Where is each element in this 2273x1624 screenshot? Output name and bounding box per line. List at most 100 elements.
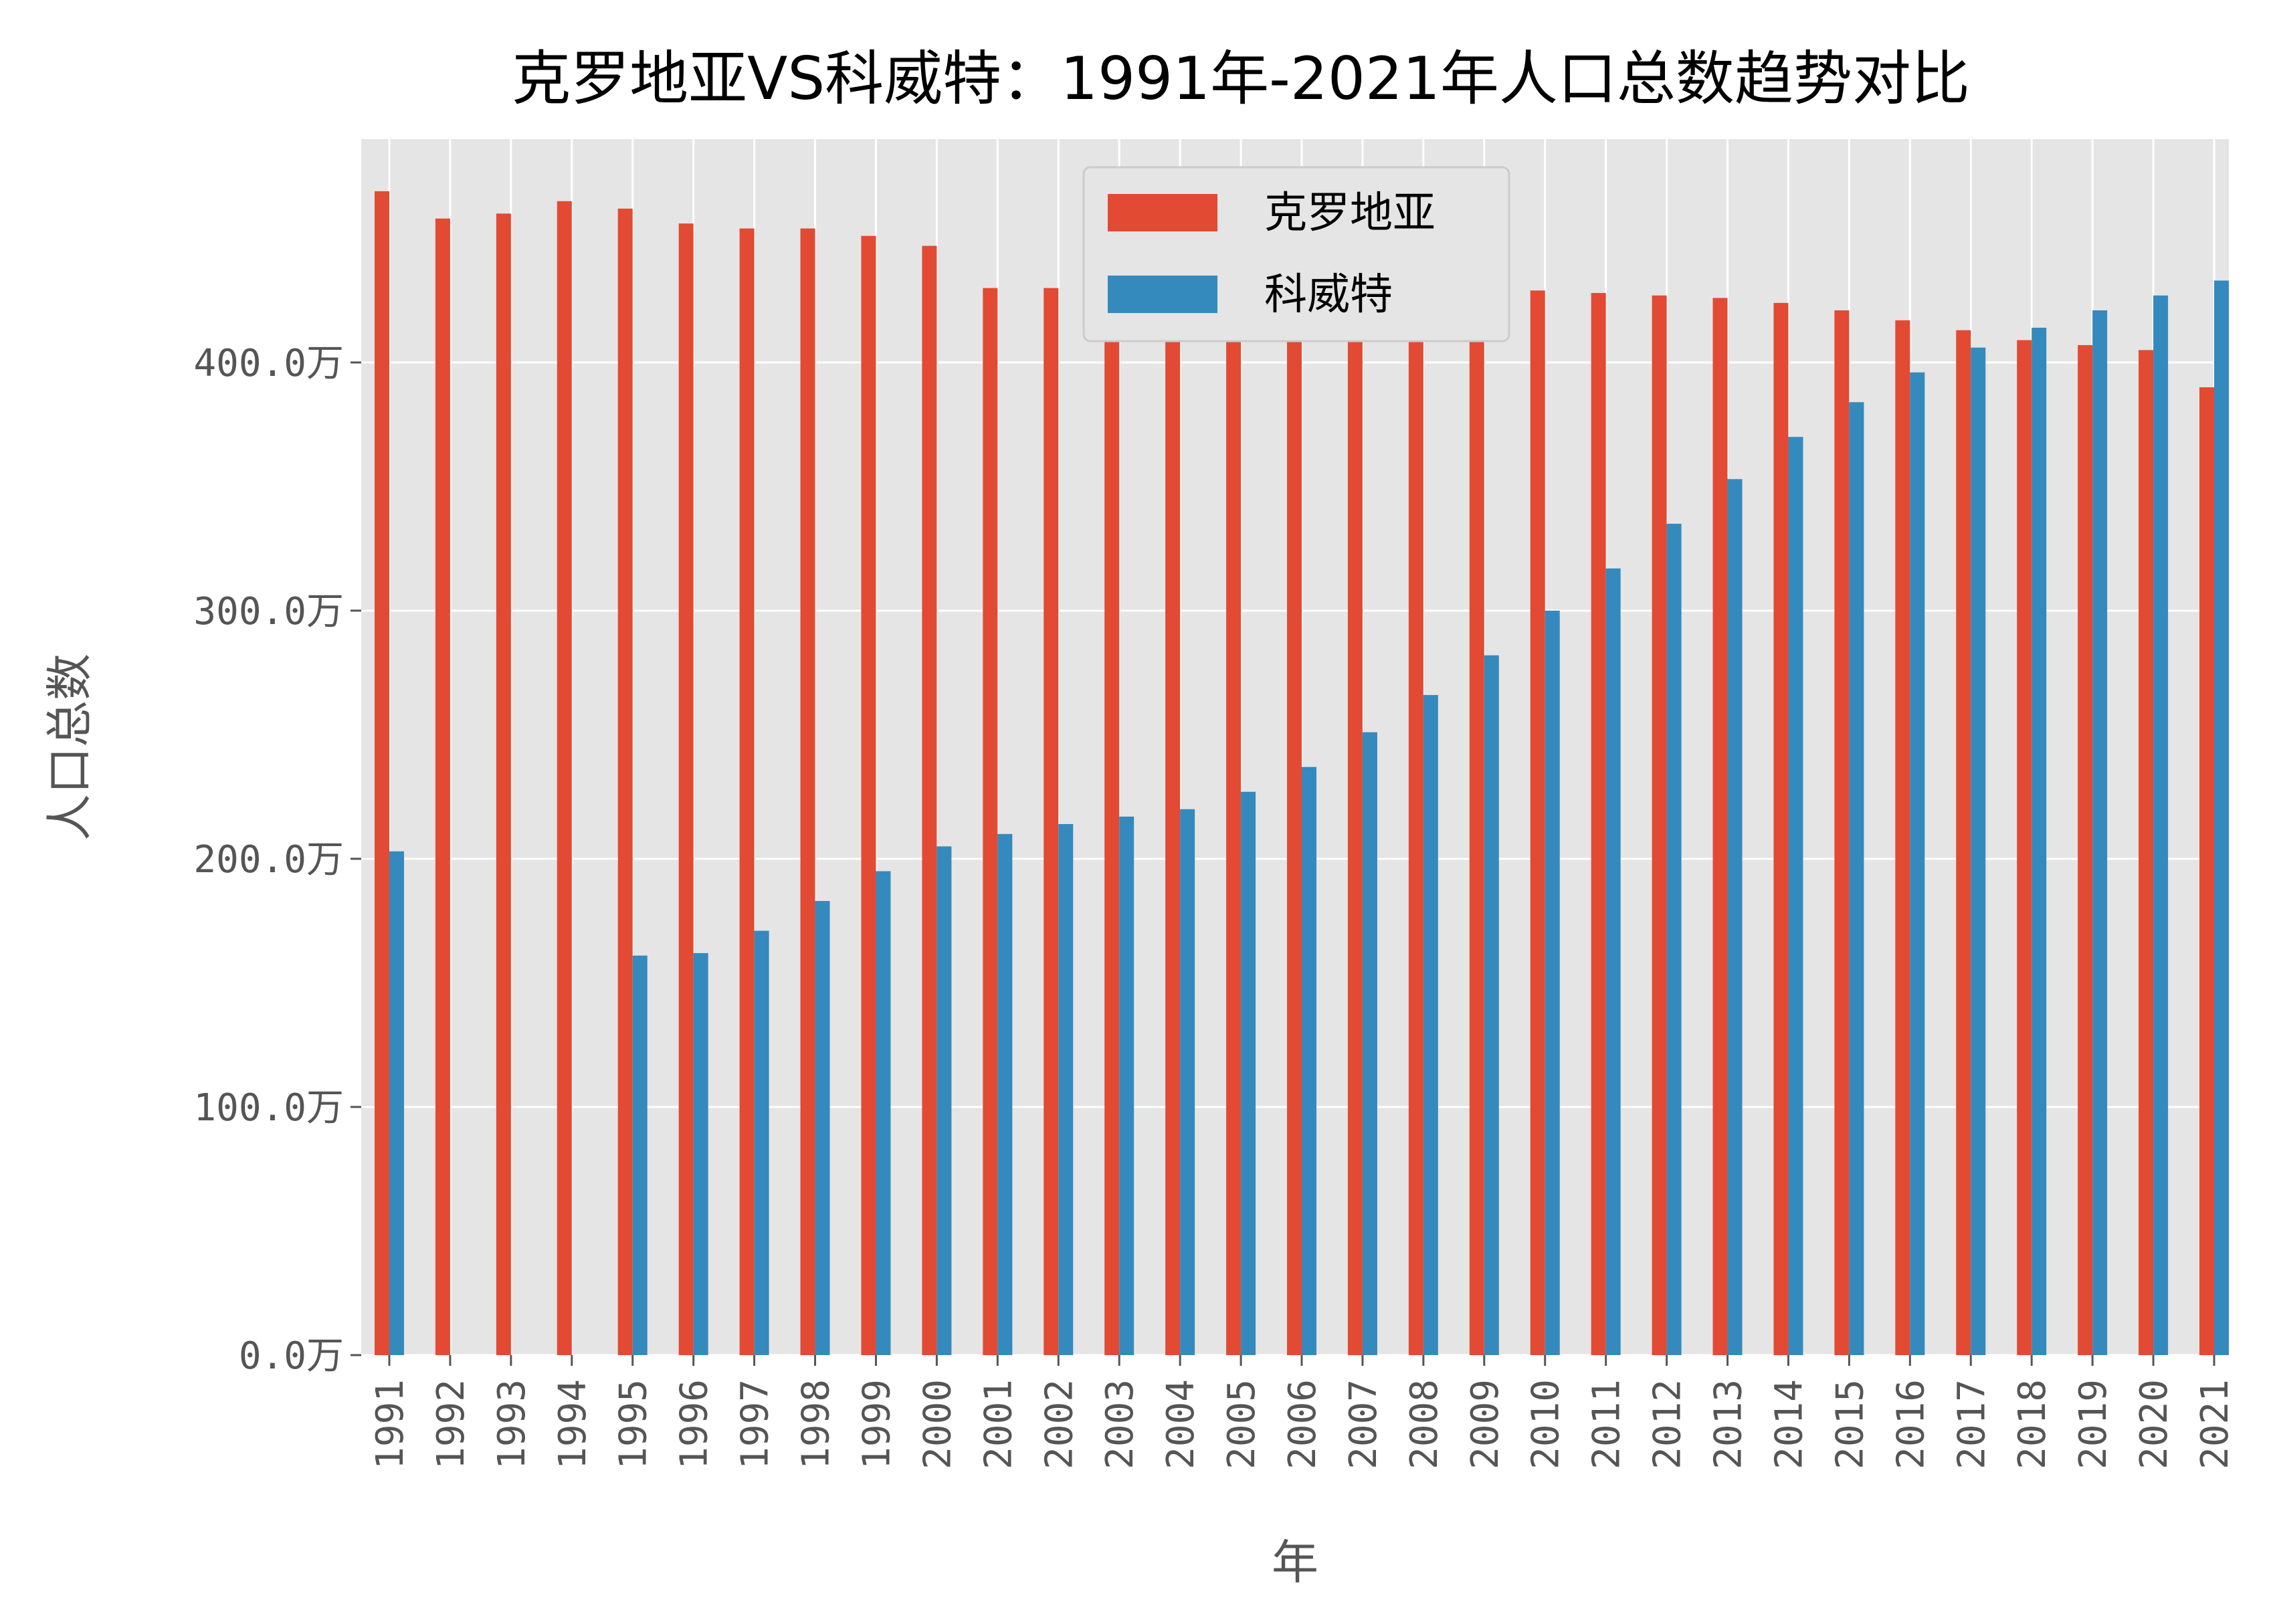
legend: 克罗地亚 科威特 <box>1082 166 1510 342</box>
bar-croatia-2003 <box>1104 288 1120 1355</box>
x-tick-label: 1999 <box>855 1379 898 1469</box>
bar-kuwait-1997 <box>754 930 769 1355</box>
bar-croatia-2014 <box>1773 302 1789 1355</box>
bar-croatia-1991 <box>375 191 389 1355</box>
bar-croatia-1992 <box>435 218 450 1355</box>
bar-kuwait-2015 <box>1849 402 1864 1355</box>
bar-kuwait-2013 <box>1727 479 1743 1355</box>
bar-croatia-2006 <box>1287 285 1302 1355</box>
x-tick-label: 2017 <box>1950 1379 1993 1469</box>
y-axis: 0.0万 100.0万 200.0万 300.0万 400.0万 <box>193 342 361 1378</box>
bar-croatia-1998 <box>800 228 815 1355</box>
bar-kuwait-2018 <box>2032 327 2047 1355</box>
y-tick-label: 400.0万 <box>193 342 344 385</box>
x-tick-label: 2012 <box>1646 1379 1690 1469</box>
bar-croatia-1995 <box>617 208 633 1355</box>
bar-kuwait-2012 <box>1666 524 1682 1356</box>
x-tick-label: 1996 <box>673 1379 716 1469</box>
bar-kuwait-2006 <box>1302 767 1316 1355</box>
bar-kuwait-2007 <box>1362 732 1377 1355</box>
bar-kuwait-2016 <box>1910 372 1925 1355</box>
bar-croatia-2016 <box>1895 320 1910 1355</box>
x-tick-label: 2019 <box>2072 1379 2115 1469</box>
x-tick-label: 2011 <box>1585 1379 1629 1469</box>
bar-kuwait-2000 <box>936 846 952 1355</box>
x-tick-label: 2010 <box>1524 1379 1568 1469</box>
x-tick-label: 1995 <box>612 1379 656 1469</box>
bar-kuwait-2011 <box>1605 568 1621 1356</box>
bar-kuwait-2005 <box>1241 791 1256 1355</box>
bar-croatia-2012 <box>1652 295 1667 1355</box>
y-tick-label: 0.0万 <box>239 1334 344 1378</box>
bar-kuwait-2017 <box>1971 347 1986 1355</box>
bar-croatia-2007 <box>1347 285 1363 1355</box>
bar-croatia-2001 <box>983 288 998 1355</box>
x-tick-label: 2007 <box>1342 1379 1385 1469</box>
x-tick-label: 2008 <box>1403 1379 1446 1469</box>
x-tick-label: 2005 <box>1220 1379 1264 1469</box>
bar-kuwait-2019 <box>2092 310 2108 1355</box>
bar-croatia-2010 <box>1530 290 1545 1355</box>
x-tick-label: 2009 <box>1464 1379 1507 1469</box>
x-tick-label: 2013 <box>1707 1379 1751 1469</box>
x-tick-label: 1993 <box>490 1379 534 1469</box>
bar-croatia-2021 <box>2199 387 2214 1355</box>
y-axis-label: 人口总数 <box>42 653 97 841</box>
bar-croatia-2019 <box>2078 344 2093 1355</box>
x-tick-label: 2002 <box>1037 1379 1081 1469</box>
bar-croatia-2004 <box>1165 288 1181 1355</box>
bar-kuwait-2021 <box>2214 280 2229 1355</box>
bar-kuwait-2002 <box>1058 824 1074 1355</box>
bar-croatia-2011 <box>1591 293 1606 1355</box>
bar-croatia-2005 <box>1226 285 1242 1355</box>
bar-croatia-1993 <box>496 213 511 1355</box>
x-tick-label: 2001 <box>977 1379 1020 1469</box>
x-tick-label: 1997 <box>734 1379 777 1469</box>
x-tick-label: 2021 <box>2193 1379 2237 1469</box>
x-tick-label: 2003 <box>1098 1379 1142 1469</box>
bar-croatia-2015 <box>1834 310 1850 1355</box>
y-tick-label: 300.0万 <box>193 590 344 633</box>
bar-croatia-2018 <box>2017 340 2032 1356</box>
bar-kuwait-2010 <box>1545 610 1560 1356</box>
bar-kuwait-2003 <box>1119 816 1134 1355</box>
bar-kuwait-2001 <box>997 833 1013 1355</box>
x-tick-label: 1998 <box>795 1379 838 1469</box>
bar-kuwait-1996 <box>693 952 708 1355</box>
series-0 <box>375 191 2214 1356</box>
x-tick-label: 2020 <box>2133 1379 2176 1469</box>
bar-kuwait-2008 <box>1423 695 1438 1355</box>
bar-kuwait-1991 <box>389 851 404 1355</box>
x-tick-label: 1992 <box>429 1379 473 1469</box>
bar-kuwait-2004 <box>1180 809 1195 1355</box>
x-tick-label: 2000 <box>916 1379 959 1469</box>
bar-series <box>375 191 2229 1356</box>
legend-swatch-kuwait <box>1108 276 1217 313</box>
x-tick-label: 2018 <box>2011 1379 2054 1469</box>
bar-croatia-1994 <box>557 201 572 1355</box>
bar-croatia-2002 <box>1044 288 1059 1355</box>
bar-kuwait-1995 <box>632 955 648 1355</box>
bar-croatia-1996 <box>678 223 694 1355</box>
bar-croatia-2013 <box>1712 298 1728 1355</box>
bar-croatia-1999 <box>861 235 876 1355</box>
x-tick-label: 2014 <box>1767 1379 1811 1469</box>
x-axis: 1991 1992 1993 1994 1995 1996 1997 1998 1999 2000… <box>369 1355 2237 1469</box>
x-tick-label: 2015 <box>1828 1379 1872 1469</box>
y-tick-label: 100.0万 <box>193 1086 344 1130</box>
bar-croatia-1997 <box>739 228 755 1355</box>
bar-kuwait-1998 <box>815 901 830 1355</box>
x-tick-label: 2016 <box>1889 1379 1933 1469</box>
y-tick-label: 200.0万 <box>193 838 344 882</box>
x-tick-label: 2004 <box>1159 1379 1203 1469</box>
series-1 <box>389 280 2229 1356</box>
bar-croatia-2008 <box>1408 285 1423 1355</box>
x-tick-label: 2006 <box>1281 1379 1324 1469</box>
bar-croatia-2009 <box>1469 285 1484 1355</box>
bar-kuwait-2009 <box>1484 655 1499 1356</box>
legend-label-croatia: 克罗地亚 <box>1264 189 1436 238</box>
bar-kuwait-2020 <box>2153 295 2169 1355</box>
chart-title: 克罗地亚VS科威特：1991年-2021年人口总数趋势对比 <box>512 44 1970 113</box>
x-axis-label: 年 <box>1272 1535 1318 1590</box>
